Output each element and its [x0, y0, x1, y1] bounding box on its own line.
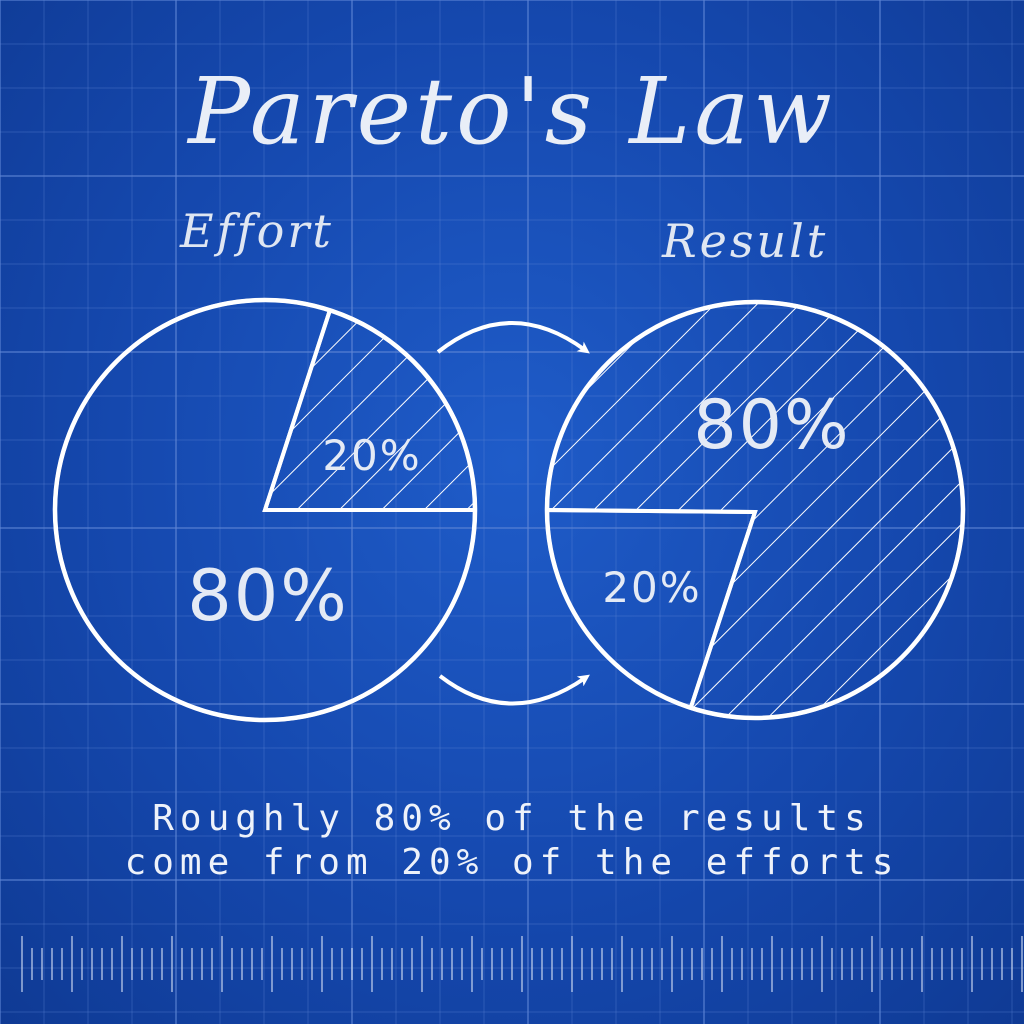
result-pie: 80% 20%	[544, 299, 966, 721]
ruler-ticks	[21, 936, 1023, 992]
slice-label: 80%	[187, 555, 349, 637]
effort-label: Effort	[180, 204, 334, 258]
bottom-arrow	[438, 674, 590, 706]
effort-pie: 20% 80%	[52, 297, 478, 723]
result-label: Result	[662, 214, 829, 268]
top-arrow	[436, 321, 590, 354]
caption-line-1: Roughly 80% of the results	[152, 798, 872, 839]
slice-label: 20%	[602, 563, 701, 612]
slice-label: 20%	[322, 431, 421, 480]
page-title: Pareto's Law	[188, 58, 836, 165]
pie-outline	[52, 297, 478, 723]
slice-label: 80%	[693, 386, 850, 465]
caption-line-2: come from 20% of the efforts	[124, 842, 900, 883]
pie-outline	[544, 299, 966, 721]
